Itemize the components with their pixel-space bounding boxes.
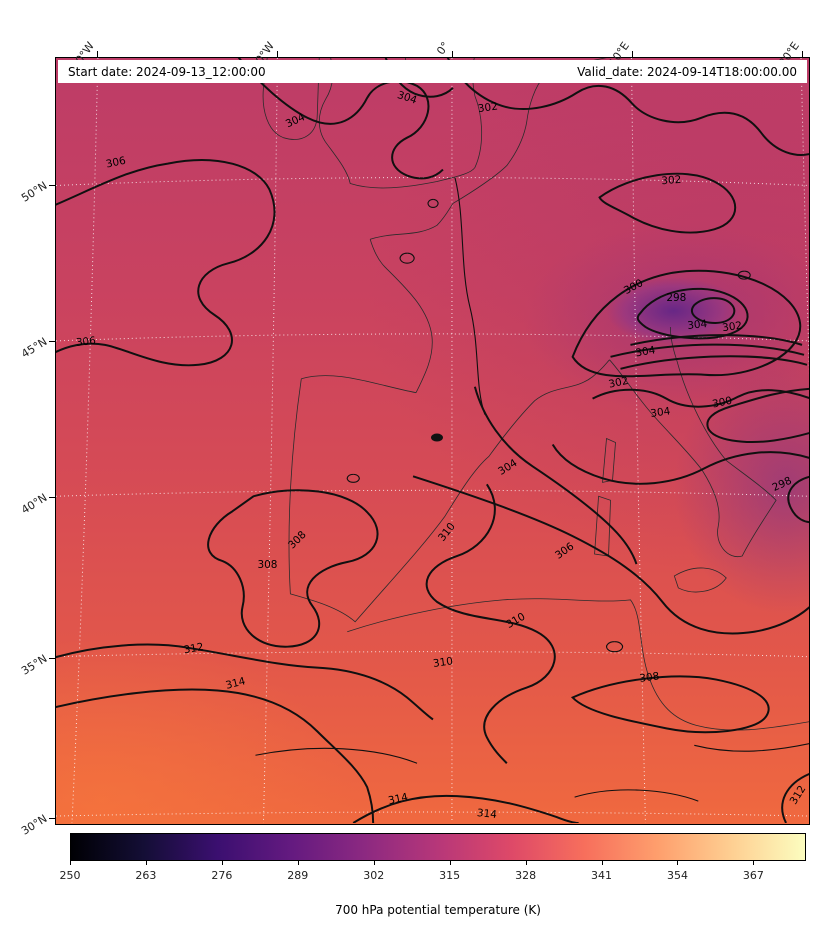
left-axis-tick-label: 45°N [19,334,50,361]
contour-label: 304 [635,344,657,359]
contour-label: 312 [183,641,205,656]
left-axis-tick-mark [49,818,55,819]
contour-label: 298 [666,292,686,304]
contour-label: 308 [639,670,660,685]
contour-labels: 306 306 304 304 302 302 300 298 304 302 304 302 300 3… [75,89,808,821]
colorbar-tick-mark [145,861,147,865]
filled-contour-spot [431,433,443,442]
contour-label: 314 [224,675,247,692]
contour-label: 304 [650,405,672,420]
left-axis-tick-mark [49,341,55,342]
left-axis-tick-label: 30°N [19,811,50,838]
map-canvas: 306 306 304 304 302 302 300 298 304 302 304 302 300 3… [56,58,809,823]
colorbar-label: 700 hPa potential temperature (K) [335,903,541,917]
contour-label: 300 [711,395,733,411]
contour-label: 310 [504,611,527,631]
contour-label: 302 [721,320,742,335]
colorbar-tick-label: 302 [363,869,385,882]
colorbar-tick-label: 289 [287,869,309,882]
map-plot-area: 306 306 304 304 302 302 300 298 304 302 304 302 300 3… [55,57,810,825]
colorbar-tick-label: 276 [211,869,233,882]
contour-label: 314 [476,807,497,821]
contour-label: 306 [553,540,576,561]
top-axis-tick-mark [452,51,453,57]
colorbar-tick-mark [449,861,451,865]
left-axis-tick-mark [49,185,55,186]
contour-label: 306 [75,335,96,349]
contour-label: 304 [496,457,520,478]
contour-label: 300 [622,277,645,297]
coastlines [262,58,809,731]
contour-label: 304 [687,318,708,332]
contour-label: 302 [477,100,498,115]
left-axis-tick-label: 40°N [19,490,50,517]
left-axis-tick-label: 35°N [19,651,50,678]
left-axis-tick-label: 50°N [19,178,50,205]
contour-label: 302 [607,375,629,391]
colorbar-tick-mark [525,861,527,865]
colorbar-tick-mark [753,861,755,865]
contour-label: 306 [105,155,127,171]
valid-date-text: Valid_date: 2024-09-14T18:00:00.00 [577,64,797,79]
colorbar-tick-mark [70,861,71,865]
graticule-gridlines [56,58,809,823]
colorbar-tick-label: 367 [742,869,764,882]
colorbar-tick-label: 315 [439,869,461,882]
colorbar-tick-mark [601,861,603,865]
contour-label: 304 [396,89,419,107]
colorbar-tick-mark [677,861,679,865]
contour-lines [56,58,809,823]
title-bar: Start date: 2024-09-13_12:00:00 Valid_da… [58,60,807,83]
colorbar-tick-label: 263 [135,869,157,882]
top-axis-tick-mark [277,51,278,57]
contour-label: 308 [257,559,277,571]
colorbar-tick-label: 328 [515,869,537,882]
contour-label: 302 [661,174,682,187]
start-date-text: Start date: 2024-09-13_12:00:00 [68,64,266,79]
left-axis-tick-mark [49,497,55,498]
contour-label: 304 [284,111,307,130]
contour-label: 310 [432,655,453,670]
colorbar-tick-label: 341 [591,869,613,882]
contour-label: 314 [387,791,409,807]
colorbar-tick-label: 250 [59,869,81,882]
top-axis-tick-mark [632,51,633,57]
colorbar-tick-mark [373,861,375,865]
top-axis-tick-mark [97,51,98,57]
colorbar-tick-mark [297,861,299,865]
left-axis-tick-mark [49,658,55,659]
colorbar [70,833,806,861]
colorbar-tick-mark [221,861,223,865]
top-axis-tick-mark [802,51,803,57]
colorbar-tick-label: 354 [666,869,688,882]
